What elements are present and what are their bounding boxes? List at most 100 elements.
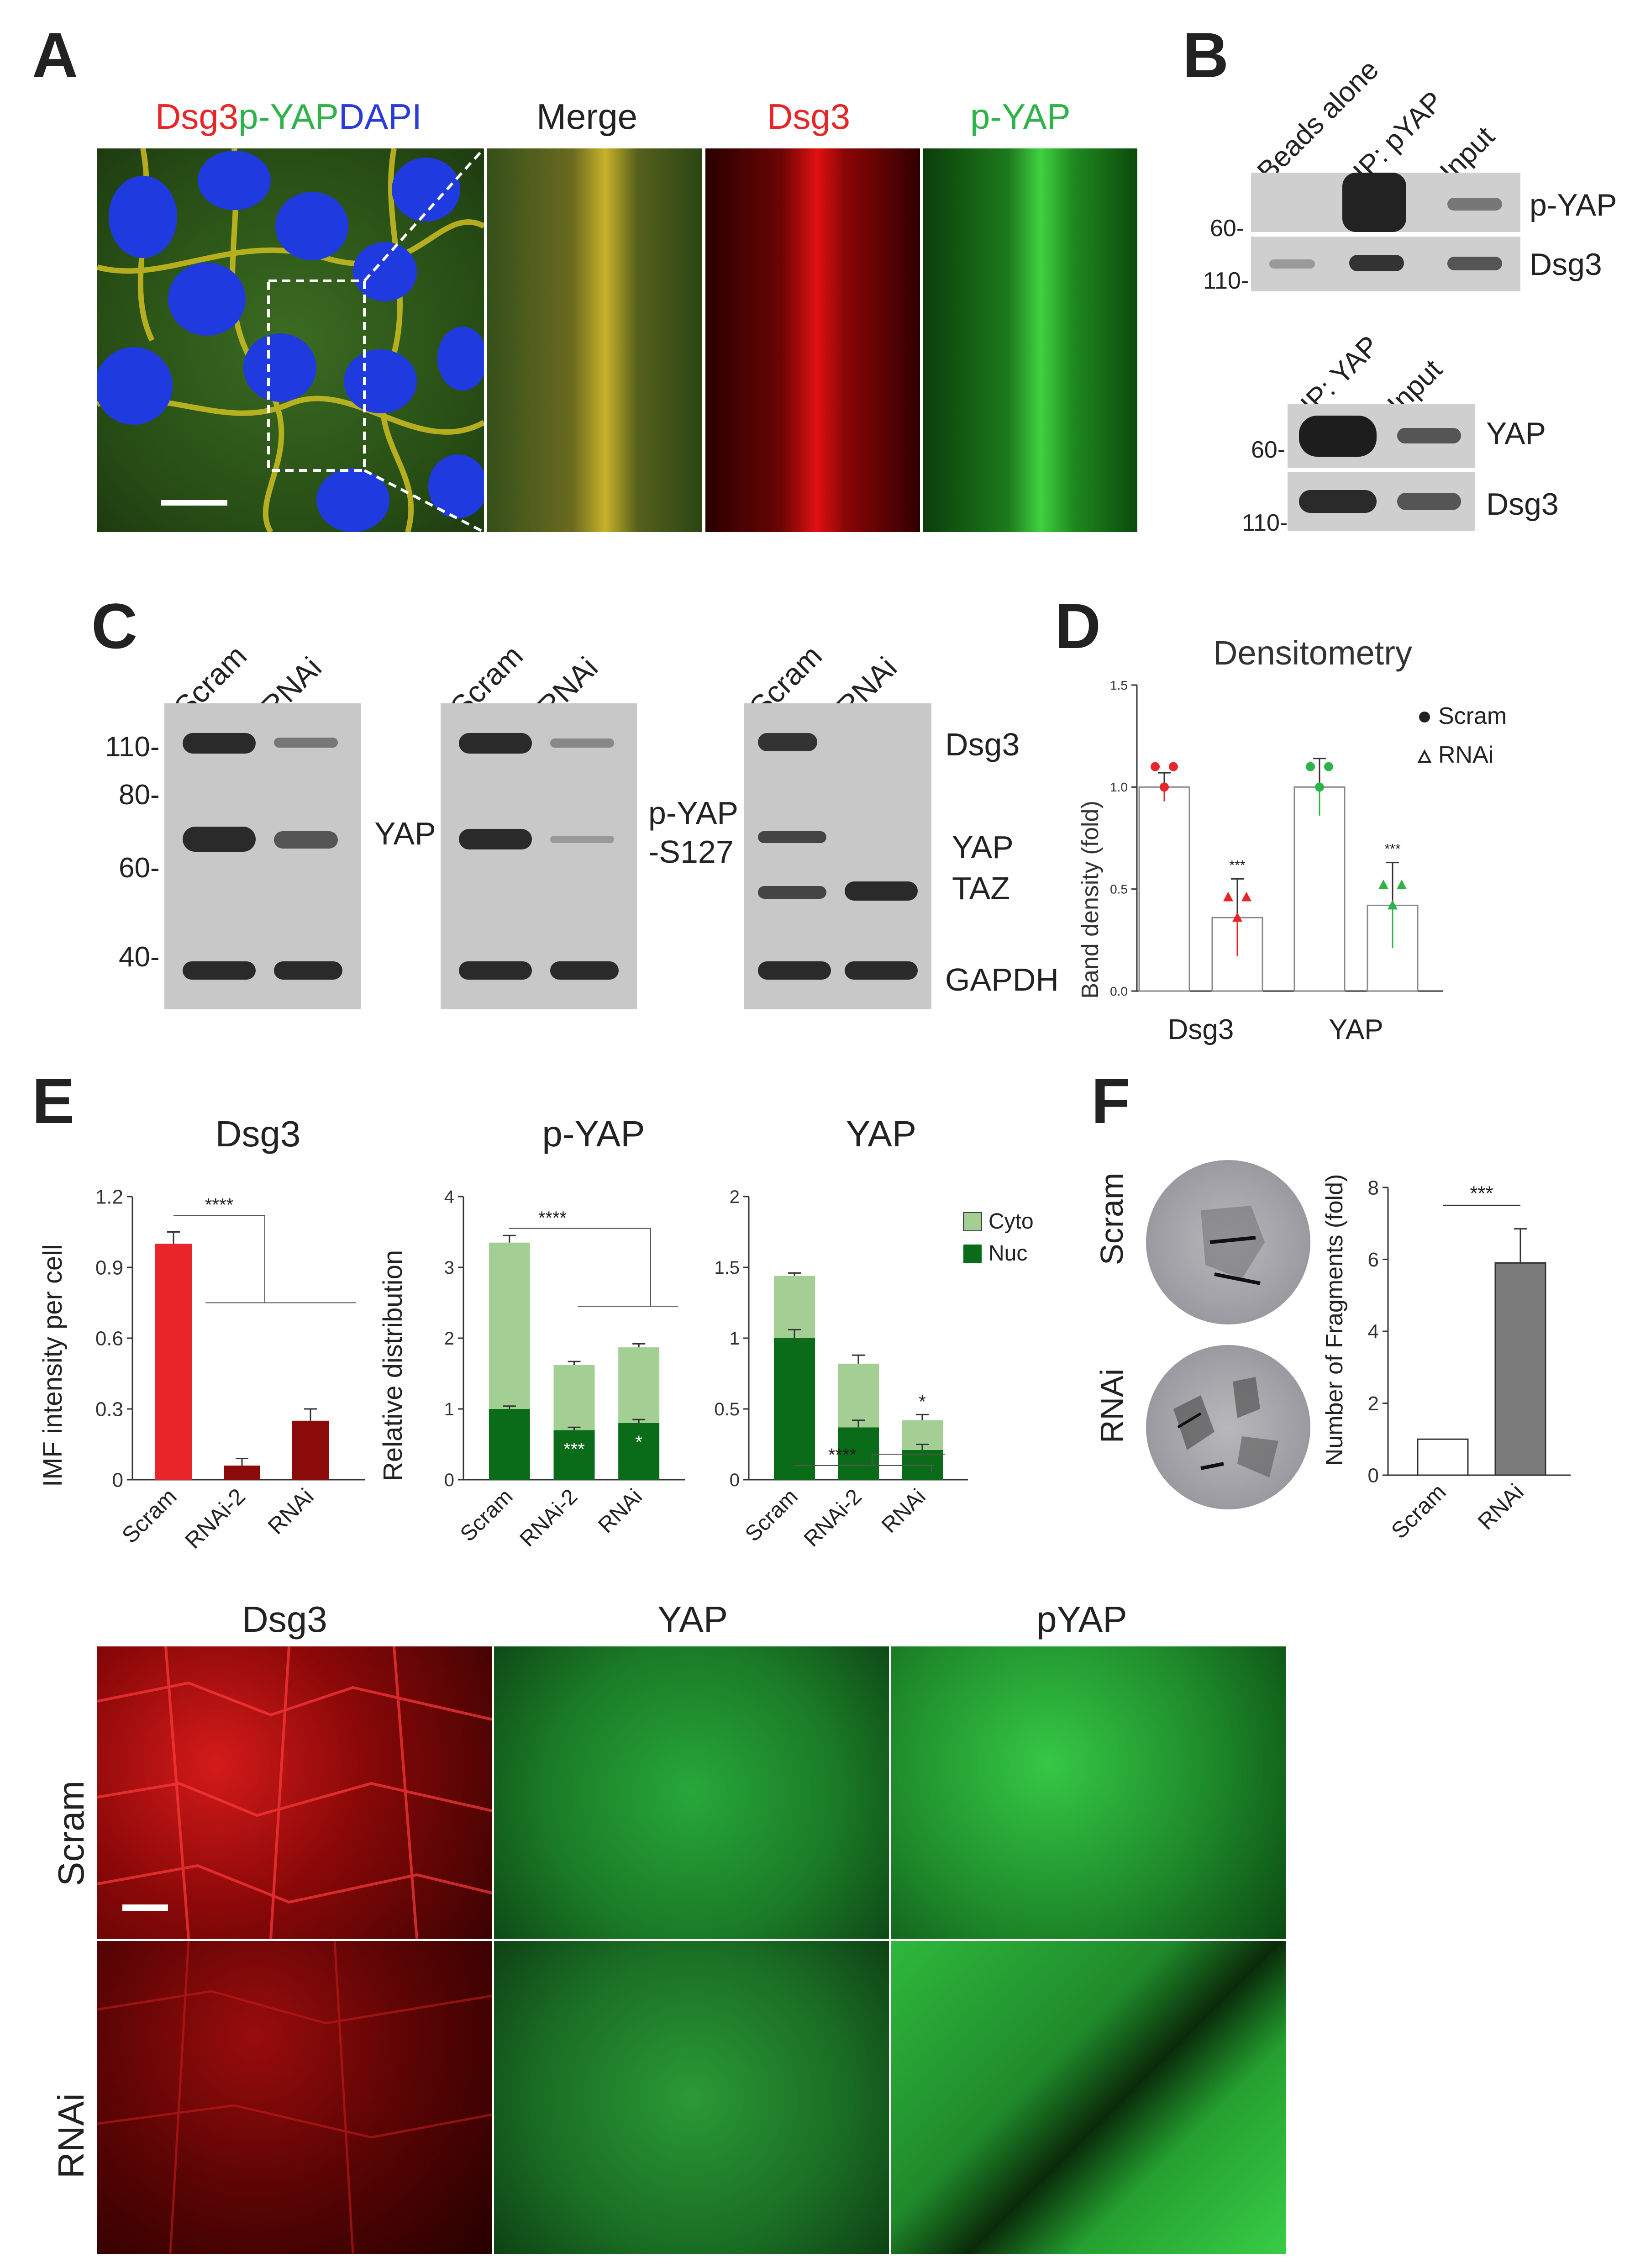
chart-e3-x-tick-label: RNAi — [877, 1484, 931, 1538]
marker-c-40: 40- — [119, 941, 160, 973]
marker-b-60-2: 60- — [1251, 437, 1286, 463]
blot-b-dsg3 — [1251, 237, 1520, 291]
chart-e1-x-tick-label: RNAi-2 — [180, 1483, 250, 1554]
blot-c3-label-yap: YAP — [952, 829, 1014, 865]
chart-e2-bar-nuc — [553, 1430, 595, 1480]
chart-d-ylabel: Band density (fold) — [1077, 801, 1104, 999]
micrograph-scram-pyap — [891, 1646, 1286, 1939]
chart-e2-y-tick-label: 2 — [444, 1329, 454, 1349]
chart-d-y-tick-label: 1.0 — [1110, 780, 1128, 794]
blot-b-yap — [1288, 404, 1475, 468]
chart-e3-bar-nuc — [838, 1427, 879, 1480]
blot-b-label-yap: YAP — [1486, 416, 1546, 451]
legend-e-nuc: Nuc — [988, 1241, 1027, 1266]
blot-b-label-dsg3-2: Dsg3 — [1486, 487, 1559, 522]
chart-e2-annotation: *** — [563, 1440, 585, 1460]
marker-b-60: 60- — [1210, 215, 1245, 242]
chart-e2-x-tick-label: RNAi — [594, 1484, 647, 1538]
chart-d-y-tick-label: 0.0 — [1110, 984, 1128, 998]
chart-e3-y-tick-label: 1 — [730, 1329, 740, 1349]
dsg3-zoom-micrograph — [705, 148, 920, 532]
panel-letter-e: E — [32, 1065, 75, 1137]
chart-f-y-tick-label: 8 — [1368, 1176, 1379, 1199]
panel-letter-a: A — [32, 19, 79, 91]
chart-e2-y-tick-label: 0 — [444, 1470, 454, 1490]
merged-micrograph — [97, 148, 484, 532]
chart-e1-significance: **** — [205, 1195, 233, 1215]
chart-e3-annotation: * — [919, 1392, 926, 1412]
chart-d-bar — [1138, 786, 1190, 992]
chart-e2-title: p-YAP — [542, 1114, 645, 1154]
chart-e3-bar-cyto — [838, 1363, 879, 1428]
chart-d-significance: *** — [1229, 858, 1245, 873]
legend-d-scram: Scram — [1438, 703, 1507, 729]
chart-e3-bar-cyto — [774, 1276, 815, 1338]
chart-e3-y-tick-label: 0.5 — [714, 1399, 740, 1419]
panel-letter-d: D — [1055, 590, 1101, 662]
chart-e3-title: YAP — [846, 1114, 916, 1154]
chart-e1-y-tick-label: 1.2 — [95, 1186, 123, 1208]
blot-c1-label-yap: YAP — [374, 816, 436, 851]
legend-d-rnai: RNAi — [1438, 742, 1493, 768]
chart-e3-y-tick-label: 1.5 — [714, 1258, 740, 1278]
micrograph-rnai-pyap — [891, 1941, 1286, 2254]
panel-letter-f: F — [1091, 1065, 1130, 1137]
chart-e3-y-tick-label: 0 — [730, 1470, 740, 1490]
chart-d-point-scram — [1160, 782, 1169, 792]
chart-d-point-rnai — [1388, 900, 1398, 910]
chart-e-svg: Dsg3 IMF intensity per cell 0 0.3 0.6 0.9 1.… — [38, 1114, 1034, 1554]
chart-d-y-tick-label: 1.5 — [1110, 678, 1128, 692]
chart-d-point-rnai — [1223, 891, 1233, 902]
merge-label: Merge — [536, 96, 638, 137]
blot-c2-label-2: -S127 — [648, 834, 734, 870]
blot-b-label-pyap: p-YAP — [1530, 188, 1617, 222]
chart-e1-y-tick-label: 0 — [112, 1469, 123, 1491]
chart-d-y-tick-label: 0.5 — [1110, 882, 1128, 896]
chart-f-svg: Number of Fragments (fold) 0 2 4 6 8 Scram RNA… — [1321, 1174, 1571, 1544]
blot-c-multi — [744, 703, 931, 1009]
chart-f-y-tick-label: 6 — [1368, 1249, 1379, 1271]
chart-e3-significance-bracket — [794, 1454, 945, 1473]
chart-f-significance: *** — [1470, 1182, 1493, 1204]
chart-e3-significance: **** — [828, 1445, 857, 1465]
chart-e2-significance-bracket — [509, 1228, 678, 1307]
chart-e1-y-tick-label: 0.3 — [95, 1398, 123, 1420]
chart-d-point-scram — [1169, 762, 1178, 771]
chart-d-point-rnai — [1378, 879, 1388, 889]
chart-f-y-tick-label: 4 — [1368, 1320, 1379, 1343]
marker-c-110: 110- — [105, 731, 160, 763]
chart-e1-title: Dsg3 — [216, 1114, 301, 1154]
blot-b-pyap — [1251, 173, 1520, 232]
chart-f-ylabel: Number of Fragments (fold) — [1321, 1174, 1348, 1466]
fragment-dish-rnai — [1146, 1345, 1310, 1509]
blot-c-yap — [164, 703, 361, 1009]
chart-e2-x-tick-label: Scram — [456, 1484, 518, 1546]
grid-col-label-dsg3: Dsg3 — [242, 1599, 327, 1640]
chart-e1-y-tick-label: 0.6 — [95, 1327, 123, 1350]
chart-f-x-tick-label: RNAi — [1473, 1479, 1529, 1535]
chart-f-x-tick-label: Scram — [1386, 1479, 1451, 1544]
micrograph-rnai-dsg3-svg — [97, 1941, 492, 2254]
legend-e-nuc-swatch — [963, 1245, 982, 1263]
chart-f: 0 2 4 6 8 Scram RNAi *** — [1368, 1176, 1571, 1544]
blot-c3-label-taz: TAZ — [952, 870, 1010, 906]
dsg3-channel-label: Dsg3 — [767, 96, 851, 137]
chart-e2-y-tick-label: 3 — [444, 1258, 454, 1278]
chart-d-axis: 0.0 0.5 1.0 1.5 — [1110, 678, 1443, 998]
chart-e3-x-tick-label: RNAi-2 — [799, 1484, 867, 1551]
marker-b-110: 110- — [1203, 268, 1249, 294]
marker-c-60: 60- — [119, 852, 160, 884]
merged-micrograph-svg — [97, 148, 484, 532]
chart-e3-bar-nuc — [774, 1338, 815, 1480]
pyap-channel-label: p-YAP — [970, 96, 1071, 137]
blot-c-pyap — [441, 703, 637, 1009]
chart-e2-ylabel: Relative distribution — [378, 1250, 408, 1481]
chart-e1-bar — [224, 1466, 260, 1480]
chart-d-bar — [1293, 786, 1346, 992]
panel-a-title: Dsg3p-YAPDAPI — [155, 96, 422, 137]
grid-row-label-scram: Scram — [51, 1780, 91, 1886]
chart-e3-y-tick-label: 2 — [730, 1187, 740, 1207]
blot-b-dsg3-2 — [1288, 472, 1475, 531]
